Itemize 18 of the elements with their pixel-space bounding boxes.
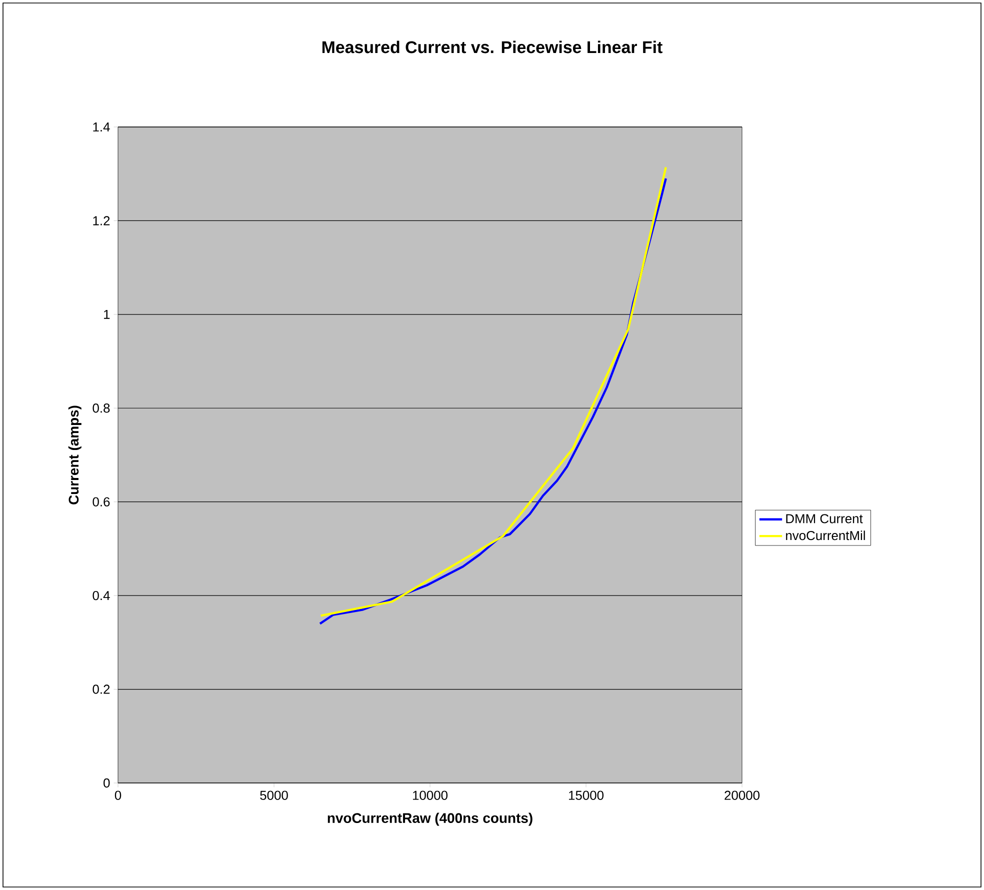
y-tick-label: 0.2 xyxy=(92,684,110,694)
x-tick-label: 10000 xyxy=(412,790,448,800)
y-tick-label: 1.4 xyxy=(93,122,110,132)
y-tick-label: 0 xyxy=(104,778,110,788)
y-tick-label: 0.6 xyxy=(92,497,110,506)
y-tick-label: 1 xyxy=(104,310,110,319)
x-tick-label: 15000 xyxy=(568,790,604,800)
y-axis-title: Current (amps) xyxy=(68,406,82,504)
y-tick-label: 0.4 xyxy=(92,590,110,600)
chart-title: Measured Current vs. Piecewise Linear Fit xyxy=(322,40,662,54)
legend-label: DMM Current xyxy=(786,514,863,524)
x-tick-label: 20000 xyxy=(724,790,760,800)
y-tick-label: 1.2 xyxy=(93,216,110,226)
x-tick-label: 0 xyxy=(114,790,122,800)
x-tick-label: 5000 xyxy=(260,790,288,800)
x-axis-title: nvoCurrentRaw (400ns counts) xyxy=(328,812,532,826)
legend-label: nvoCurrentMil xyxy=(786,530,865,540)
y-tick-label: 0.8 xyxy=(92,404,110,413)
